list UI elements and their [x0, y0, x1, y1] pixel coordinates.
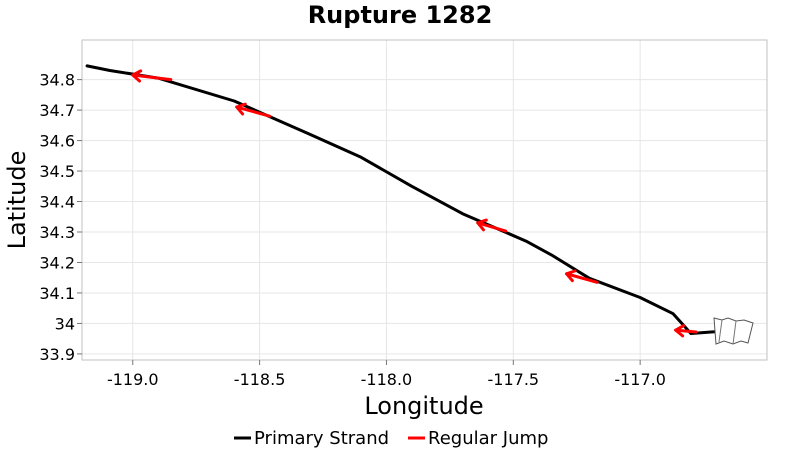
regular-jump-shaft [476, 221, 508, 233]
y-axis-title: Latitude [3, 151, 31, 250]
regular-jump-arrow [235, 102, 272, 118]
regular-jump-arrow [565, 269, 599, 284]
axis-ticks: -119.0 -118.5 -118.0 -117.5 -117.0 33.9 34 34.1… [39, 71, 666, 389]
grid-lines [82, 40, 767, 360]
y-tick-label: 34.8 [39, 71, 75, 90]
y-tick-label: 33.9 [39, 345, 75, 364]
regular-jump-shaft [131, 73, 173, 82]
series-layer [85, 64, 728, 338]
chart-title: Rupture 1282 [308, 1, 493, 29]
y-tick-label: 34.1 [39, 284, 75, 303]
x-tick-label: -118.5 [234, 370, 286, 389]
y-tick-label: 34.3 [39, 223, 75, 242]
regular-jump-shaft [235, 105, 272, 118]
legend-label-primary-strand: Primary Strand [254, 428, 389, 449]
series-line-primary-strand [85, 64, 728, 338]
y-tick-label: 34.6 [39, 132, 75, 151]
x-axis-title: Longitude [364, 392, 483, 420]
plot-area [81, 39, 768, 361]
y-tick-label: 34.2 [39, 253, 75, 272]
map-icon [713, 317, 754, 345]
regular-jump-arrowhead [476, 218, 488, 232]
regular-jump-arrowhead [235, 102, 247, 116]
x-tick-label: -119.0 [107, 370, 159, 389]
y-tick-label: 34.4 [39, 193, 75, 212]
x-tick-label: -117.0 [614, 370, 666, 389]
regular-jump-arrow [131, 69, 173, 83]
legend: Primary Strand Regular Jump [234, 428, 548, 449]
regular-jump-arrow [674, 324, 698, 338]
regular-jump-arrowhead [565, 269, 577, 283]
regular-jump-arrowhead [674, 324, 686, 338]
regular-jump-shaft [674, 328, 698, 334]
x-tick-label: -118.0 [361, 370, 413, 389]
x-tick-label: -117.5 [488, 370, 540, 389]
y-tick-label: 34.7 [39, 101, 75, 120]
legend-label-regular-jump: Regular Jump [428, 428, 548, 449]
regular-jump-arrowhead [131, 69, 143, 83]
y-tick-label: 34.5 [39, 162, 75, 181]
regular-jump-shaft [565, 272, 599, 284]
regular-jump-arrow [476, 218, 508, 233]
y-tick-label: 34 [55, 314, 75, 333]
